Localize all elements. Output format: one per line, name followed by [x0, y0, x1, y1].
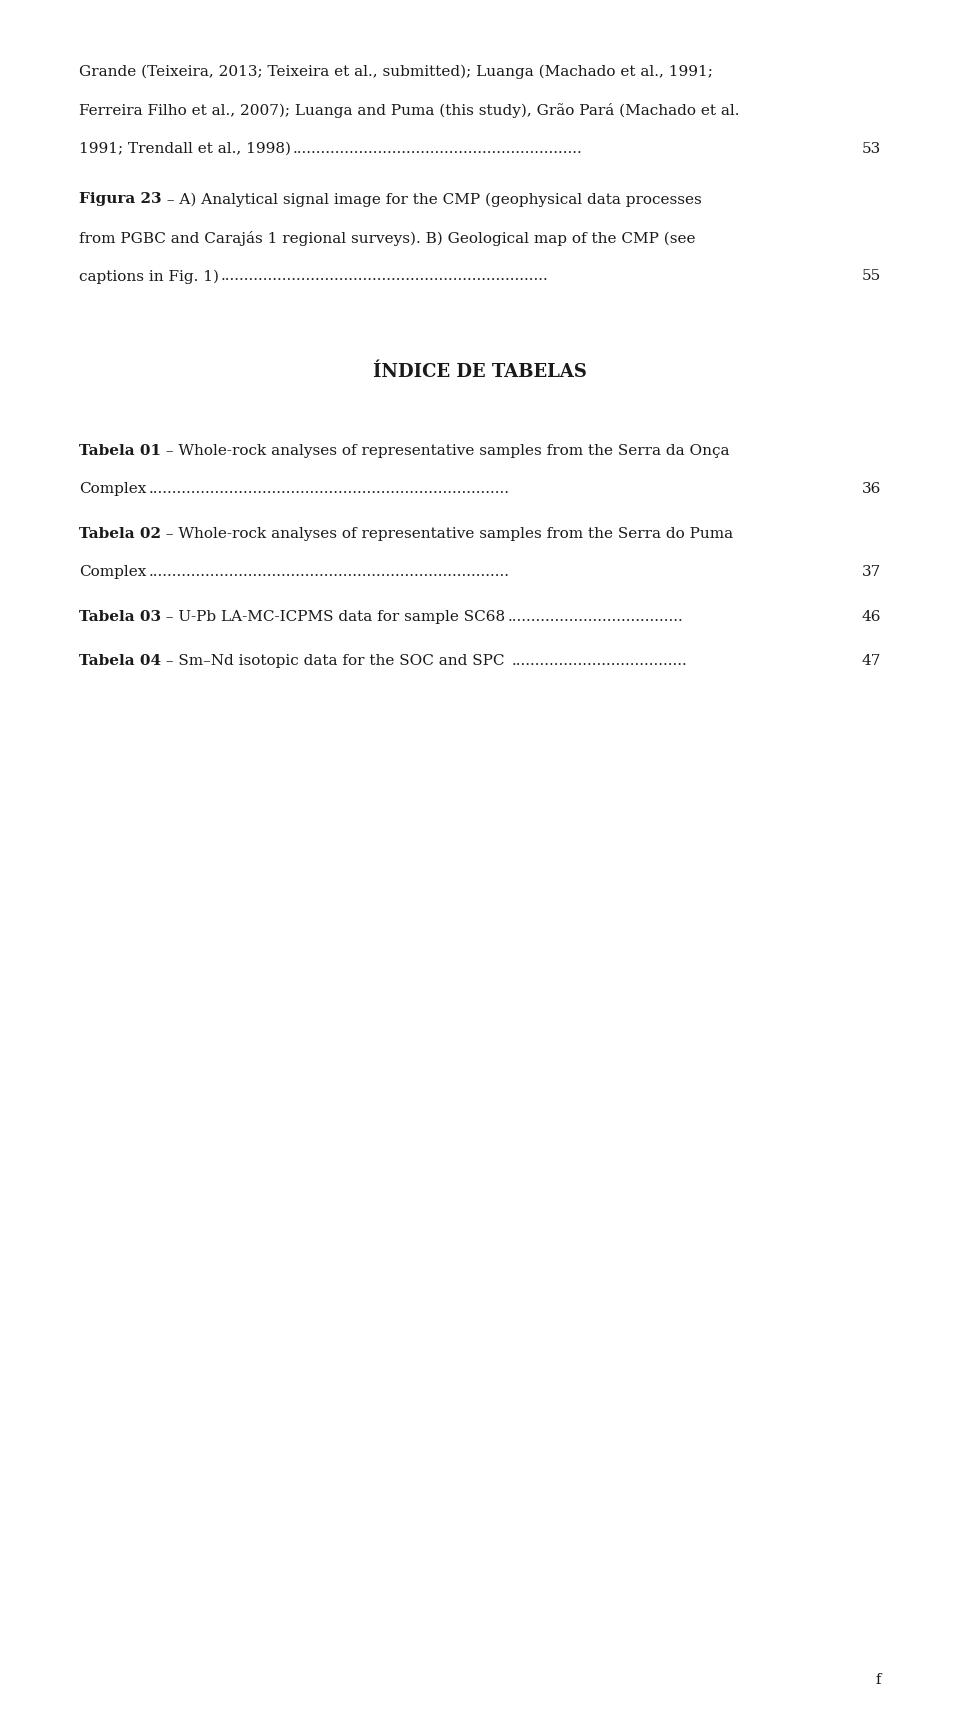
Text: captions in Fig. 1): captions in Fig. 1) — [79, 270, 219, 284]
Text: 46: 46 — [861, 610, 881, 624]
Text: from PGBC and Carajás 1 regional surveys). B) Geological map of the CMP (see: from PGBC and Carajás 1 regional surveys… — [79, 231, 695, 246]
Text: – A) Analytical signal image for the CMP (geophysical data processes: – A) Analytical signal image for the CMP… — [161, 193, 702, 207]
Text: – U-Pb LA-MC-ICPMS data for sample SC68: – U-Pb LA-MC-ICPMS data for sample SC68 — [161, 610, 505, 624]
Text: Tabela 02: Tabela 02 — [79, 526, 161, 540]
Text: 1991; Trendall et al., 1998): 1991; Trendall et al., 1998) — [79, 142, 291, 156]
Text: ............................................................................: ........................................… — [149, 566, 510, 579]
Text: f: f — [876, 1673, 881, 1687]
Text: Tabela 03: Tabela 03 — [79, 610, 161, 624]
Text: .....................................: ..................................... — [507, 610, 683, 624]
Text: 53: 53 — [862, 142, 881, 156]
Text: – Whole-rock analyses of representative samples from the Serra da Onça: – Whole-rock analyses of representative … — [161, 444, 730, 458]
Text: Ferreira Filho et al., 2007); Luanga and Puma (this study), Grão Pará (Machado e: Ferreira Filho et al., 2007); Luanga and… — [79, 104, 739, 118]
Text: Tabela 01: Tabela 01 — [79, 444, 161, 458]
Text: ÍNDICE DE TABELAS: ÍNDICE DE TABELAS — [373, 362, 587, 381]
Text: Tabela 04: Tabela 04 — [79, 655, 161, 668]
Text: – Whole-rock analyses of representative samples from the Serra do Puma: – Whole-rock analyses of representative … — [161, 526, 733, 540]
Text: 47: 47 — [862, 655, 881, 668]
Text: – Sm–Nd isotopic data for the SOC and SPC: – Sm–Nd isotopic data for the SOC and SP… — [161, 655, 510, 668]
Text: .....................................: ..................................... — [512, 655, 687, 668]
Text: Complex: Complex — [79, 482, 146, 496]
Text: Grande (Teixeira, 2013; Teixeira et al., submitted); Luanga (Machado et al., 199: Grande (Teixeira, 2013; Teixeira et al.,… — [79, 65, 713, 79]
Text: 37: 37 — [862, 566, 881, 579]
Text: 36: 36 — [862, 482, 881, 496]
Text: 55: 55 — [862, 270, 881, 284]
Text: Complex: Complex — [79, 566, 146, 579]
Text: ............................................................................: ........................................… — [149, 482, 510, 496]
Text: .............................................................: ........................................… — [293, 142, 583, 156]
Text: .....................................................................: ........................................… — [221, 270, 549, 284]
Text: Figura 23: Figura 23 — [79, 193, 161, 207]
